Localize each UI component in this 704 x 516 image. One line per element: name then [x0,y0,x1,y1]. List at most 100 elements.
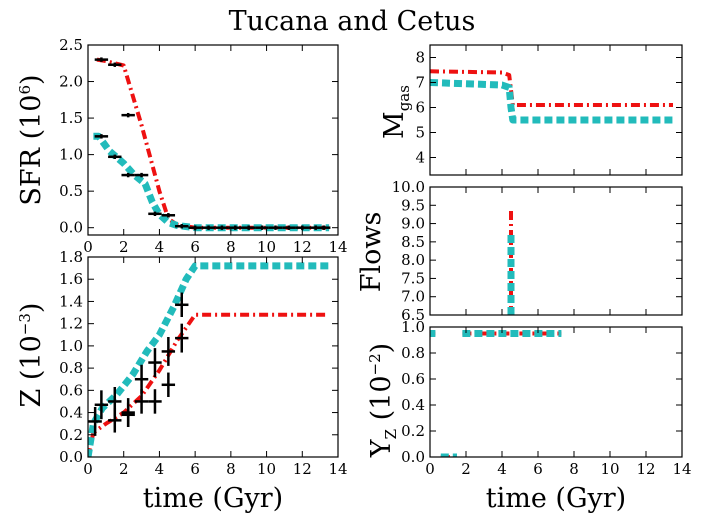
mgas-series-red [430,69,673,107]
yields-xtick-label: 4 [497,460,507,478]
sfr-ytick-label: 1.0 [59,146,83,164]
sfr-xtick-label: 2 [119,238,129,256]
metallicity-errorbar [134,364,149,394]
mgas-frame [429,44,683,176]
mgas-ytick-label: 7 [415,74,425,92]
sfr-errorbar [228,225,243,230]
mgas-ylabel: Mgas [379,85,413,139]
sfr-xtick-label: 0 [83,238,93,256]
metallicity-frame [87,256,339,458]
flows-ytick-label: 8.0 [401,251,425,269]
yields-panel: 0 2 4 6 8 10 12 14 0.0 0.2 0.4 0.6 0.8 1.0 time (Gyr) Y… [366,318,692,514]
yields-ytick-label: 0.2 [401,422,425,440]
sfr-errorbar [242,225,256,230]
metallicity-errorbar [121,402,135,427]
flows-ylabel: Flows [356,212,387,293]
mgas-series-cyan [430,79,673,124]
sfr-errorbar [201,225,216,230]
metallicity-errorbar [161,372,176,397]
metallicity-panel: 0 2 4 6 8 10 12 14 0.0 0.2 0.4 0.6 0.8 1.0 1.2 1.4 1.6 1.… [16,248,348,514]
yields-ytick-label: 1.0 [401,318,425,336]
mgas-ytick-label: 6 [415,99,425,117]
metallicity-xtick-label: 6 [190,460,200,478]
sfr-xtick-label: 10 [257,238,276,256]
sfr-series-cyan [93,132,330,232]
mgas-plot-area [430,69,673,124]
yields-xtick-label: 12 [636,460,655,478]
yields-xtick-label: 14 [672,460,691,478]
metallicity-errorbar [148,348,162,377]
sfr-ytick-label: 2.5 [59,36,83,54]
metallicity-xtick-label: 8 [226,460,236,478]
sfr-errorbar [108,154,122,159]
metallicity-ylabel: Z (10−3) [16,303,47,408]
sfr-ytick-label: 2.0 [59,73,83,91]
sfr-errorbar [161,213,176,218]
yields-xlabel: time (Gyr) [486,483,626,514]
metallicity-series-red [88,312,330,457]
sfr-xtick-label: 6 [190,238,200,256]
yields-ytick-label: 0.4 [401,396,425,414]
yields-xtick-label: 10 [600,460,619,478]
metallicity-xtick-label: 4 [155,460,165,478]
sfr-errorbar [175,224,189,229]
metallicity-plot-area [88,262,330,457]
metallicity-xtick-label: 14 [328,460,347,478]
sfr-errorbar [108,62,122,67]
sfr-errorbar [317,225,331,230]
metallicity-errorbar [108,408,122,433]
metallicity-ytick-label: 0.8 [59,359,83,377]
sfr-plot-area [93,57,331,232]
metallicity-errorbar [134,389,149,414]
metallicity-xlabel: time (Gyr) [143,483,283,514]
sfr-errorbar [94,57,109,62]
flows-ytick-label: 9.5 [401,196,425,214]
metallicity-ytick-label: 0.0 [59,448,83,466]
metallicity-xtick-label: 12 [293,460,312,478]
sfr-errorbar [282,225,296,230]
sfr-errorbar [121,112,135,118]
yields-ytick-label: 0.8 [401,344,425,362]
flows-ytick-label: 7.5 [401,269,425,287]
metallicity-errorbar [148,389,162,414]
sfr-errorbar [215,225,229,230]
sfr-ylabel: SFR (106) [16,74,47,205]
sfr-ytick-label: 1.5 [59,109,83,127]
metallicity-ytick-label: 0.4 [59,404,83,422]
flows-ytick-label: 10.0 [392,178,425,196]
sfr-ytick-label: 0.0 [59,219,83,237]
flows-panel: 6.57.07.58.08.59.09.510.0 Flows [356,178,683,324]
metallicity-errorbar [88,407,102,436]
yields-xtick-label: 2 [461,460,471,478]
metallicity-errorbar [161,337,176,366]
sfr-errorbar [134,172,149,178]
sfr-frame [87,44,339,236]
sfr-errorbar [268,225,283,230]
yields-xtick-label: 8 [569,460,579,478]
metallicity-ytick-label: 1.0 [59,337,83,355]
metallicity-ytick-label: 1.2 [59,315,83,333]
metallicity-ytick-label: 0.2 [59,426,83,444]
metallicity-xtick-label: 0 [83,460,93,478]
metallicity-errorbar [175,292,189,317]
yields-xtick-label: 0 [425,460,435,478]
metallicity-xtick-label: 2 [119,460,129,478]
sfr-errorbar [255,225,269,230]
flows-ytick-label: 7.0 [401,288,425,306]
metallicity-ytick-label: 0.6 [59,381,83,399]
metallicity-ytick-label: 1.8 [59,248,83,266]
sfr-xtick-label: 12 [293,238,312,256]
panels: 0 2 4 6 8 10 12 14 0.0 0.5 1.0 1.5 2.0 2.5 SFR (106) 0 2… [16,36,692,514]
flows-ytick-label: 9.0 [401,215,425,233]
flows-ytick-label: 8.5 [401,233,425,251]
metallicity-errorbar [175,323,189,353]
sfr-series-red [96,57,330,230]
yields-ytick-label: 0.6 [401,370,425,388]
figure-title: Tucana and Cetus [229,6,476,37]
metallicity-ytick-label: 1.6 [59,270,83,288]
sfr-errorbar [148,211,162,216]
metallicity-errorbar [94,390,109,420]
yields-xtick-label: 6 [533,460,543,478]
